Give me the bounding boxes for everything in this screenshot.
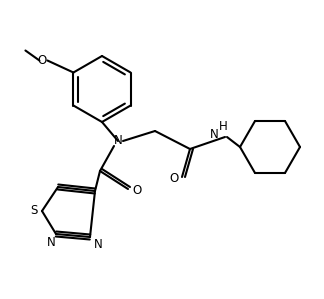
Text: N: N [210, 129, 219, 141]
Text: O: O [169, 173, 179, 185]
Text: N: N [114, 135, 122, 147]
Text: O: O [38, 54, 47, 67]
Text: N: N [47, 236, 55, 248]
Text: N: N [94, 239, 102, 251]
Text: S: S [30, 205, 38, 217]
Text: H: H [219, 120, 227, 133]
Text: O: O [133, 184, 142, 198]
